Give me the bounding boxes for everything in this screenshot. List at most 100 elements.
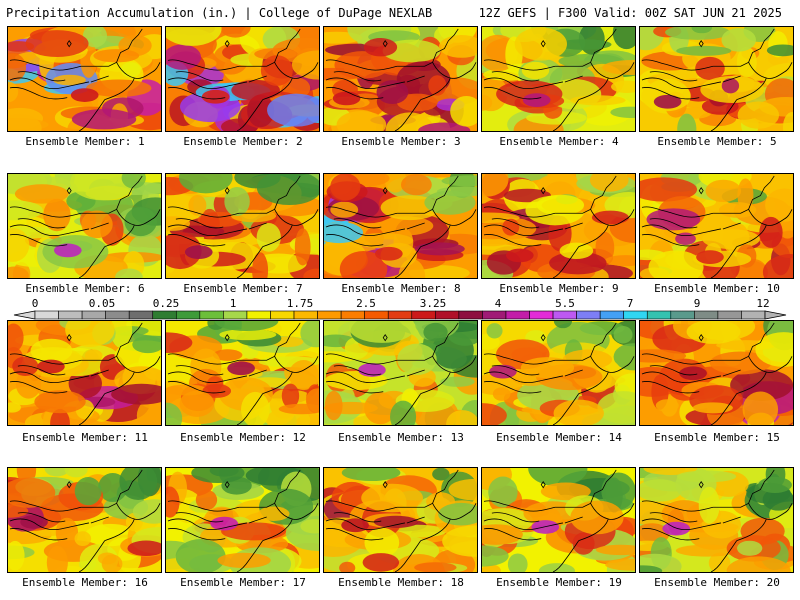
border-line xyxy=(552,99,580,131)
precipitation-contour xyxy=(648,250,704,278)
border-line xyxy=(9,87,68,100)
precipitation-contour xyxy=(424,190,476,215)
precipitation-contour xyxy=(166,44,202,70)
colorbar-left-arrow xyxy=(13,310,36,320)
precipitation-map xyxy=(8,174,161,278)
precipitation-contour xyxy=(8,81,19,103)
border-line xyxy=(641,87,700,100)
precipitation-contour xyxy=(376,80,409,105)
border-line xyxy=(81,28,143,67)
border-line xyxy=(167,381,226,394)
ensemble-member-label: Ensemble Member: 9 xyxy=(499,282,619,295)
border-line xyxy=(167,518,248,530)
precipitation-contour xyxy=(782,111,793,131)
border-line xyxy=(555,469,617,508)
precipitation-contour xyxy=(640,479,683,502)
precipitation-contour xyxy=(570,500,624,535)
precipitation-contour xyxy=(675,544,739,557)
ensemble-member-panel xyxy=(7,467,162,573)
colorbar-swatch xyxy=(482,310,507,320)
border-line xyxy=(167,500,240,512)
ensemble-member-label: Ensemble Member: 15 xyxy=(654,431,780,444)
precipitation-contour xyxy=(115,268,143,278)
heavy-precipitation-core xyxy=(505,248,534,263)
precipitation-contour xyxy=(432,468,450,481)
border-line xyxy=(325,206,398,218)
precipitation-contour xyxy=(553,399,604,425)
precipitation-map xyxy=(8,27,161,131)
precipitation-map xyxy=(166,468,319,572)
precipitation-contour xyxy=(363,37,398,57)
border-line xyxy=(262,518,293,541)
border-line xyxy=(641,371,722,383)
precipitation-contour xyxy=(8,266,29,278)
precipitation-contour xyxy=(595,544,635,556)
border-line xyxy=(491,512,540,523)
ensemble-member-panel xyxy=(639,467,794,573)
precipitation-contour xyxy=(540,482,591,501)
border-line xyxy=(175,365,224,376)
border-line xyxy=(483,77,564,89)
border-line xyxy=(9,528,68,541)
ensemble-member-panel xyxy=(323,26,478,132)
ensemble-member-label: Ensemble Member: 12 xyxy=(180,431,306,444)
border-line xyxy=(90,516,109,524)
precipitation-contour xyxy=(278,403,319,415)
border-line xyxy=(713,322,775,361)
colorbar-tick-label: 2.5 xyxy=(356,297,376,310)
precipitation-contour xyxy=(611,80,635,94)
precipitation-contour xyxy=(520,357,575,379)
station-marker xyxy=(224,481,230,489)
precipitation-contour xyxy=(737,101,780,129)
precipitation-contour xyxy=(188,194,207,216)
precipitation-contour xyxy=(300,519,319,534)
colorbar-tick-label: 0.25 xyxy=(152,297,180,310)
border-line xyxy=(239,469,301,508)
colorbar-swatch xyxy=(505,310,530,320)
precipitation-map xyxy=(482,174,635,278)
precipitation-contour xyxy=(482,545,509,567)
ensemble-member-label: Ensemble Member: 10 xyxy=(654,282,780,295)
precipitation-contour xyxy=(441,175,477,187)
border-line xyxy=(748,356,793,373)
precipitation-contour xyxy=(373,515,419,528)
border-line xyxy=(78,540,106,572)
station-marker xyxy=(66,40,72,48)
colorbar-tick-label: 0 xyxy=(31,297,39,310)
precipitation-contour xyxy=(676,470,737,483)
border-line xyxy=(710,99,738,131)
precipitation-contour xyxy=(382,39,441,63)
precipitation-contour xyxy=(691,27,713,34)
border-line xyxy=(9,353,82,365)
border-line xyxy=(483,381,542,394)
border-line xyxy=(116,503,161,520)
border-line xyxy=(17,71,66,82)
precipitation-contour xyxy=(195,489,218,511)
border-line xyxy=(491,71,540,82)
border-line xyxy=(736,518,767,541)
border-line xyxy=(552,246,580,278)
border-line xyxy=(90,369,109,377)
precipitation-contour xyxy=(597,391,635,424)
heavy-precipitation-core xyxy=(332,91,361,106)
precipitation-contour xyxy=(8,323,24,352)
colorbar-swatch xyxy=(458,310,483,320)
map-title: Precipitation Accumulation (in.) | Colle… xyxy=(6,6,433,20)
precipitation-contour xyxy=(482,75,508,112)
ensemble-member-panel xyxy=(165,173,320,279)
ensemble-member-label: Ensemble Member: 4 xyxy=(499,135,619,148)
precipitation-contour xyxy=(442,525,477,557)
precipitation-contour xyxy=(221,522,287,541)
ensemble-member-label: Ensemble Member: 16 xyxy=(22,576,148,589)
colorbar-swatch xyxy=(58,310,83,320)
border-line xyxy=(9,234,68,247)
precipitation-contour xyxy=(191,468,245,484)
border-line xyxy=(590,503,635,520)
colorbar-swatch xyxy=(646,310,672,320)
colorbar-swatch xyxy=(223,310,248,320)
precipitation-contour xyxy=(8,504,29,518)
border-line xyxy=(713,175,775,214)
precipitation-contour xyxy=(448,478,477,501)
precipitation-contour xyxy=(553,321,573,329)
precipitation-contour xyxy=(74,477,102,506)
